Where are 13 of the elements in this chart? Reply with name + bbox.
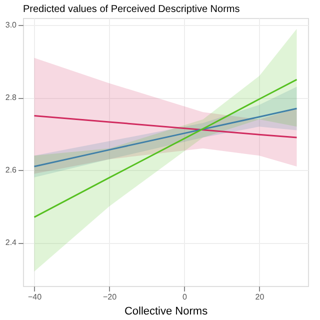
chart-title: Predicted values of Perceived Descriptive Norms	[23, 4, 240, 15]
line-series	[34, 115, 298, 138]
x-tick-label: −40	[28, 292, 42, 302]
y-tick-label: 2.6	[5, 166, 18, 175]
y-tick-label: 3.0	[5, 20, 18, 30]
line-series	[34, 78, 298, 218]
x-tick-label: −20	[102, 292, 118, 302]
y-tick-label: 2.8	[5, 93, 18, 102]
x-tick-label: 20	[255, 292, 265, 302]
y-tick-label: 2.4	[5, 238, 18, 248]
x-axis-title: Collective Norms	[124, 306, 208, 318]
x-tick-label: 0	[182, 292, 188, 302]
line-series	[34, 108, 298, 168]
